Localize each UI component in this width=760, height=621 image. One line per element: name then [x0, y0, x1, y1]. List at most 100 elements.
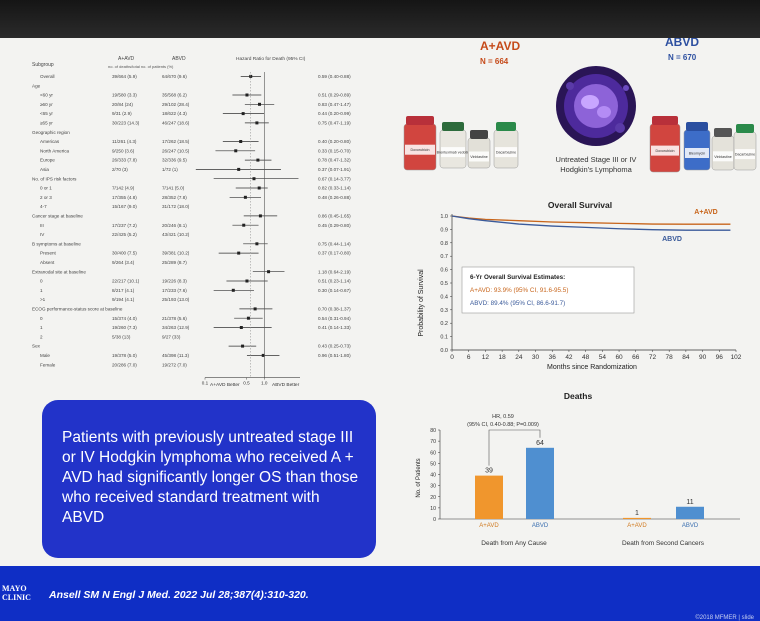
vial-cap	[714, 128, 732, 137]
forest-row-avd: 9/194 (4.1)	[112, 297, 135, 302]
km-y-tick-label: 0.3	[440, 308, 448, 314]
km-annotation-abvd: ABVD: 89.4% (95% CI, 86.6-91.7)	[470, 300, 565, 307]
km-y-tick-label: 0.8	[440, 241, 448, 247]
km-x-tick-label: 18	[499, 354, 507, 361]
forest-row-label: Present	[40, 251, 57, 256]
treatment-illustration: A+AVD N = 664 ABVD N = 670 Doxorubicin Br…	[403, 38, 757, 174]
forest-point	[234, 149, 238, 153]
forest-row-abvd: 17/262 (18.5)	[162, 139, 190, 144]
km-x-tick-label: 84	[682, 354, 690, 361]
forest-row-label: ≥60 yr	[40, 102, 53, 107]
forest-row-label: ≥65 yr	[40, 121, 53, 126]
km-annotation-box: 6-Yr Overall Survival Estimates: A+AVD: …	[461, 266, 635, 314]
km-x-tick-label: 54	[599, 354, 607, 361]
forest-row-avd: 15/167 (9.0)	[112, 204, 137, 209]
bar	[676, 506, 704, 519]
vial-drug-name: Brentuximab vedotin	[437, 151, 470, 155]
forest-row-label: Overall	[40, 74, 55, 79]
footer-bar: MAYO CLINIC Ansell SM N Engl J Med. 2022…	[0, 566, 760, 621]
forest-point	[246, 316, 250, 320]
forest-point	[255, 242, 259, 246]
forest-row-label: 0	[40, 279, 43, 284]
forest-row-abvd: 19/272 (7.0)	[162, 362, 187, 367]
forest-row-label: Americas	[40, 139, 60, 144]
km-x-tick-label: 102	[731, 354, 742, 361]
forest-point	[253, 307, 257, 311]
forest-row-avd: 15/374 (4.0)	[112, 316, 137, 321]
forest-row-hr: 0.37 (0.07-1.91)	[318, 167, 351, 172]
forest-row-hr: 0.45 (0.29-0.80)	[318, 223, 351, 228]
overall-survival-chart: Overall Survival 0.00.10.20.30.40.50.60.…	[418, 200, 742, 371]
bar-value-label: 64	[536, 440, 544, 447]
screen-top-edge	[0, 0, 760, 38]
forest-row-hr: 1.18 (0.64-2.19)	[318, 269, 351, 274]
vial-cap	[470, 130, 488, 139]
forest-point	[237, 167, 241, 171]
forest-row-hr: 0.43 (0.25-0.73)	[318, 344, 351, 349]
forest-row-avd: 7/142 (4.9)	[112, 186, 135, 191]
forest-row-hr: 0.67 (0.14-3.77)	[318, 176, 351, 181]
km-annotation-title: 6-Yr Overall Survival Estimates:	[470, 274, 565, 281]
forest-row-abvd: 9/27 (33)	[162, 334, 181, 339]
forest-row-avd: 8/217 (4.1)	[112, 288, 135, 293]
bar-hr-line1: HR, 0.59	[492, 414, 514, 420]
forest-row-hr: 0.33 (0.15-0.70)	[318, 148, 351, 153]
forest-row-avd: 30/400 (7.5)	[112, 251, 137, 256]
bar-y-tick-label: 80	[430, 428, 436, 434]
bar-marks: 39 A+AVD 64 ABVD 1 A+AVD 11 ABVD Death from Any …	[475, 429, 705, 547]
forest-point	[261, 353, 265, 357]
forest-point	[237, 251, 241, 255]
forest-row-hr: 0.51 (0.29-0.89)	[318, 93, 351, 98]
km-x-tick-label: 24	[515, 354, 523, 361]
bar-y-tick-label: 70	[430, 439, 436, 445]
forest-row-label: 4-7	[40, 204, 47, 209]
arm-avd-n: N = 664	[480, 57, 509, 66]
forest-row-label: 1	[40, 288, 43, 293]
forest-row-avd: 19/260 (7.3)	[112, 325, 137, 330]
arm-abvd-name: ABVD	[665, 38, 699, 49]
slide: Subgroup A+AVD ABVD no. of deaths/total …	[0, 38, 760, 621]
forest-row-abvd: 7/141 (5.0)	[162, 186, 185, 191]
km-x-tick-label: 42	[565, 354, 573, 361]
forest-header-abvd: ABVD	[172, 56, 186, 62]
forest-row-abvd: 25/193 (13.0)	[162, 297, 190, 302]
arm-abvd-n: N = 670	[668, 53, 697, 62]
forest-point	[255, 121, 259, 125]
vial-cap	[442, 122, 464, 131]
forest-row-abvd: 39/381 (10.2)	[162, 251, 190, 256]
bar-y-tick-label: 0	[433, 517, 436, 523]
vial-drug-name: Dacarbazine	[735, 153, 755, 157]
forest-row-avd: 39/664 (5.9)	[112, 74, 137, 79]
forest-row-label: Male	[40, 353, 50, 358]
forest-row-abvd: 34/263 (12.9)	[162, 325, 190, 330]
bar-y-tick-label: 60	[430, 450, 436, 456]
deaths-bar-chart: Deaths HR, 0.59 (95% CI, 0.40-0.88; P=0.…	[416, 391, 740, 547]
forest-point	[239, 326, 243, 329]
forest-row-abvd: 28/352 (7.8)	[162, 195, 187, 200]
forest-point	[239, 140, 243, 143]
km-series-line	[451, 215, 731, 225]
forest-point	[245, 93, 249, 97]
arm-avd-name: A+AVD	[480, 39, 520, 53]
vial-label	[651, 145, 679, 156]
forest-row-abvd: 21/378 (5.6)	[162, 316, 187, 321]
km-x-tick-label: 12	[482, 354, 490, 361]
bar-value-label: 11	[686, 499, 693, 506]
km-x-tick-label: 48	[582, 354, 590, 361]
km-y-tick-label: 0.0	[440, 348, 448, 354]
forest-row-label: 0	[40, 316, 43, 321]
forest-row-hr: 0.54 (0.31-0.94)	[318, 316, 351, 321]
vial-drug-name: Vinblastine	[714, 155, 732, 159]
vial-drug-name: Doxorubicin	[656, 149, 675, 153]
km-y-tick-label: 0.1	[440, 335, 448, 341]
forest-row-hr: 0.96 (0.51-1.80)	[318, 353, 351, 358]
km-y-tick-label: 0.9	[440, 227, 448, 233]
forest-point	[241, 112, 245, 116]
forest-row-label: ECOG performance-status score at baselin…	[32, 307, 123, 312]
vial-label	[685, 148, 709, 158]
forest-row-label: Asia	[40, 167, 49, 172]
forest-better-left: A+AVD Better	[210, 382, 240, 388]
forest-row-label: 2	[40, 334, 43, 339]
forest-row-hr: 0.37 (0.17-0.80)	[318, 251, 351, 256]
